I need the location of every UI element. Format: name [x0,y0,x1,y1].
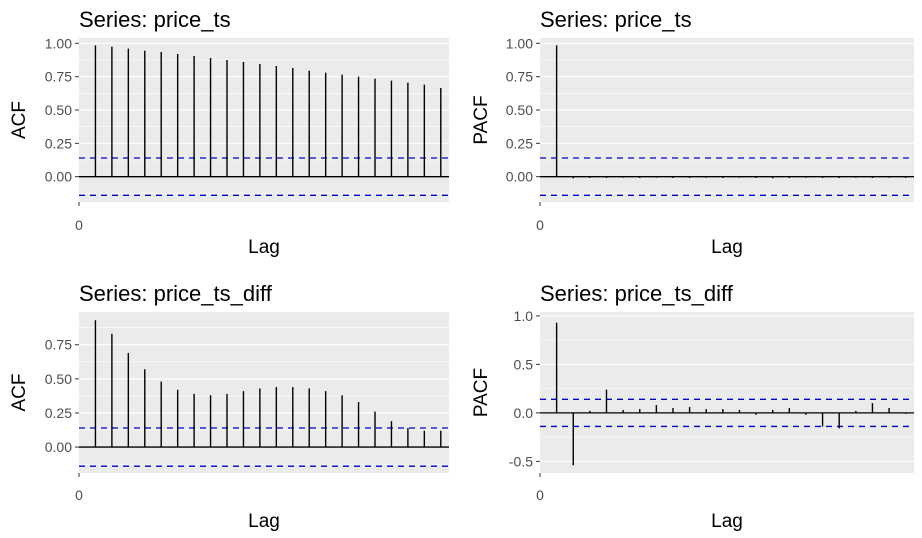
y-axis-title: ACF [9,101,30,139]
x-axis-title: Lag [248,237,280,258]
y-tick-label: 0.75 [506,69,533,85]
y-tick-label: -0.5 [509,453,533,469]
y-tick-label: 0.00 [506,169,533,185]
chart-title: Series: price_ts [540,7,692,32]
chart-title: Series: price_ts [79,7,231,32]
plot-background [79,38,449,202]
y-tick-label: 0.00 [45,169,72,185]
y-tick-label: 0.25 [506,135,533,151]
plot-background [540,38,914,202]
x-tick-label: 0 [75,217,83,233]
y-tick-label: 0.00 [45,439,72,455]
plot-background [540,312,914,473]
x-tick-label: 0 [536,487,544,503]
x-axis-title: Lag [248,511,280,532]
y-tick-label: 0.5 [514,356,534,372]
y-tick-label: 1.00 [45,35,72,51]
y-axis-title: PACF [471,95,492,144]
x-axis-title: Lag [711,511,743,532]
y-axis-title: ACF [9,374,30,412]
chart-panel-3: 0.00 0.25 0.50 0.75 0 Series: price_ts_diff La… [9,281,449,532]
y-tick-label: 0.50 [45,371,72,387]
chart-panel-4: -0.5 0.0 0.5 1.0 0 Series: price_ts_diff Lag PA… [471,281,914,532]
y-axis-title: PACF [471,368,492,417]
y-tick-label: 0.50 [506,102,533,118]
y-tick-label: 0.0 [514,405,534,421]
y-tick-label: 0.75 [45,69,72,85]
chart-panel-2: 0.00 0.25 0.50 0.75 1.00 0 Series: price_ts Lag… [471,7,914,258]
x-tick-label: 0 [75,487,83,503]
y-tick-label: 0.50 [45,102,72,118]
y-tick-label: 1.00 [506,35,533,51]
chart-panel-1: 0.00 0.25 0.50 0.75 1.00 0 Series: price_ts Lag… [9,7,449,258]
chart-title: Series: price_ts_diff [540,281,734,306]
y-tick-label: 0.25 [45,135,72,151]
y-tick-label: 0.25 [45,405,72,421]
y-tick-label: 1.0 [514,308,534,324]
x-tick-label: 0 [536,217,544,233]
plot-background [79,312,449,473]
x-axis-title: Lag [711,237,743,258]
y-tick-label: 0.75 [45,337,72,353]
chart-title: Series: price_ts_diff [79,281,273,306]
